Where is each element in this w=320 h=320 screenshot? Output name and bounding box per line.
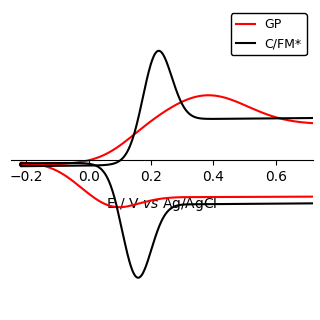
X-axis label: E / V $\it{vs}$ Ag/AgCl: E / V $\it{vs}$ Ag/AgCl bbox=[106, 195, 218, 213]
Legend: GP, C/FM*: GP, C/FM* bbox=[231, 13, 307, 55]
